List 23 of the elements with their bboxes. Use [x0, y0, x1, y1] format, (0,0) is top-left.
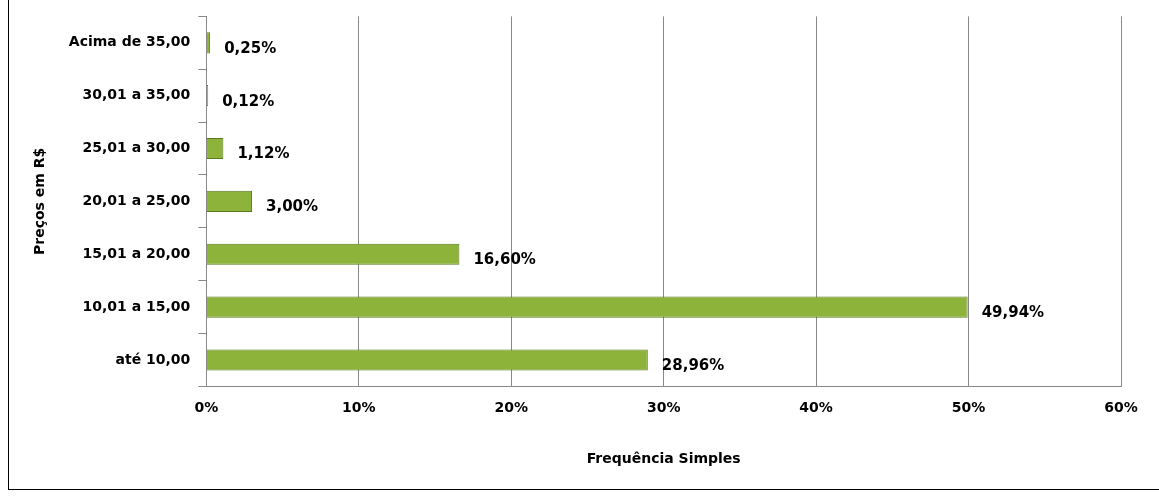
- y-tick-label: 25,01 a 30,00: [82, 139, 191, 156]
- x-tick-label: 30%: [646, 399, 681, 416]
- x-tick-label: 60%: [1104, 399, 1138, 416]
- y-axis-title: Preços em R$: [31, 147, 48, 256]
- y-tick-label: Acima de 35,00: [68, 33, 191, 50]
- y-tick-label: até 10,00: [115, 350, 191, 367]
- x-tick-label: 10%: [342, 399, 376, 416]
- data-label: 0,25%: [224, 38, 277, 57]
- y-tick-label: 10,01 a 15,00: [82, 297, 191, 314]
- x-tick-label: 20%: [494, 399, 528, 416]
- y-tick-label: 30,01 a 35,00: [82, 86, 191, 103]
- data-label: 49,94%: [981, 303, 1045, 321]
- data-label: 16,60%: [473, 250, 536, 269]
- x-tick-label: 0%: [194, 399, 219, 416]
- data-label: 28,96%: [661, 355, 725, 374]
- data-label: 3,00%: [266, 197, 319, 216]
- data-label: 1,12%: [237, 144, 290, 163]
- x-tick-label: 40%: [799, 399, 833, 416]
- y-tick-label: 20,01 a 25,00: [82, 192, 191, 209]
- x-axis-title: Frequência Simples: [586, 450, 741, 467]
- data-label: 0,12%: [222, 91, 275, 110]
- y-tick-label: 15,01 a 20,00: [82, 244, 191, 261]
- x-tick-label: 50%: [951, 399, 986, 416]
